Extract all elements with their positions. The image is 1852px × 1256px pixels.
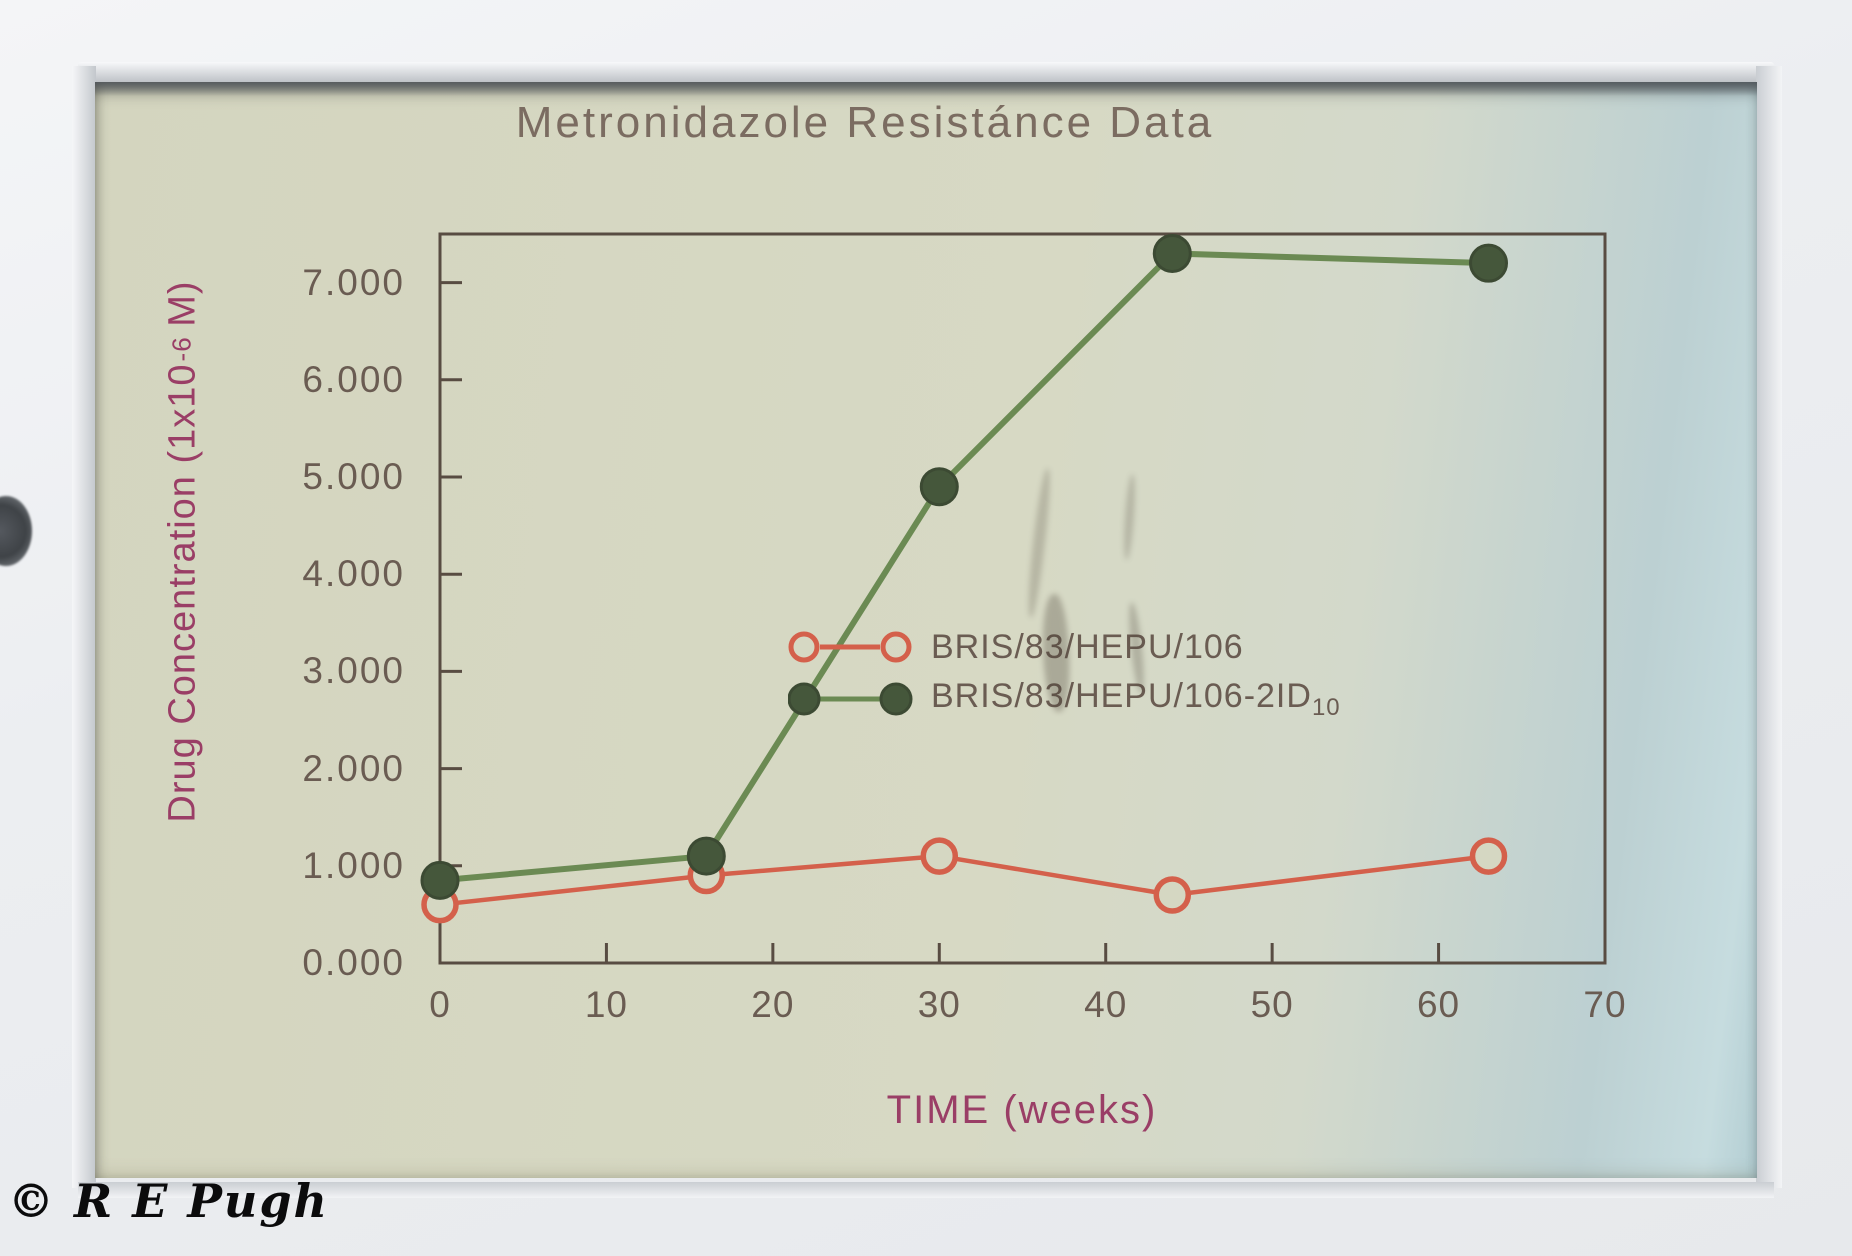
legend-label-subscript: 10	[1311, 693, 1341, 721]
mount-bevel-top	[78, 62, 1774, 84]
data-point-filled-circle	[1469, 243, 1508, 283]
y-tick-label: 0.000	[302, 942, 405, 983]
x-tick-label: 0	[429, 984, 451, 1025]
y-tick-label: 7.000	[302, 261, 405, 303]
mount-notch	[0, 496, 32, 566]
legend-marker	[788, 682, 913, 716]
legend-label: BRIS/83/HEPU/106-2ID10	[931, 676, 1341, 721]
data-point-open-circle	[920, 837, 959, 875]
x-tick-label: 70	[1583, 984, 1627, 1025]
slide-top-shadow	[95, 82, 1757, 96]
y-tick-label: 3.000	[302, 650, 405, 692]
slide-photo: Metronidazole Resistánce Data Drug Conce…	[95, 82, 1757, 1178]
y-tick-label: 1.000	[302, 844, 405, 886]
copyright-text: © R E Pugh	[8, 1174, 329, 1228]
chart-title: Metronidazole Resistánce Data	[515, 98, 1215, 147]
x-tick-label: 60	[1416, 984, 1461, 1025]
legend-marker	[788, 631, 912, 663]
legend-label: BRIS/83/HEPU/106	[931, 627, 1244, 666]
data-point-open-circle	[1469, 837, 1508, 875]
y-tick-label: 2.000	[302, 747, 405, 789]
x-tick-label: 20	[751, 984, 795, 1025]
y-tick-label: 6.000	[302, 358, 405, 400]
x-tick-label: 40	[1084, 984, 1128, 1025]
data-point-filled-circle	[1152, 233, 1192, 273]
x-tick-label: 30	[917, 984, 961, 1025]
mount-bevel-right	[1756, 66, 1782, 1188]
y-tick-label: 4.000	[302, 553, 405, 595]
data-point-filled-circle	[686, 836, 726, 876]
y-tick-label: 5.000	[302, 456, 405, 497]
legend-row: BRIS/83/HEPU/106	[788, 623, 1244, 671]
plot-frame	[438, 232, 1607, 965]
plot-area	[420, 232, 1607, 965]
legend-row: BRIS/83/HEPU/106-2ID10	[788, 675, 1341, 723]
series-line	[439, 250, 1489, 884]
x-axis-label: TIME (weeks)	[886, 1088, 1158, 1132]
data-point-filled-circle	[919, 467, 959, 507]
x-tick-label: 10	[584, 984, 628, 1025]
x-tick-label: 50	[1250, 984, 1294, 1025]
data-point-filled-circle	[420, 860, 460, 900]
data-point-open-circle	[1153, 876, 1192, 914]
mount-bevel-left	[72, 66, 96, 1188]
mount-bevel-bottom	[78, 1182, 1774, 1198]
